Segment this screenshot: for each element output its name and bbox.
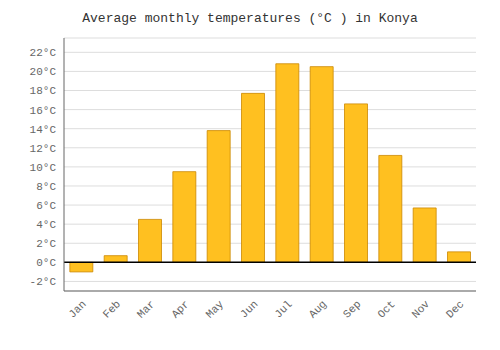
svg-text:14°C: 14°C	[30, 124, 57, 136]
svg-text:Aug: Aug	[307, 298, 329, 320]
svg-text:Mar: Mar	[135, 298, 157, 320]
svg-text:Jul: Jul	[272, 298, 294, 320]
svg-text:Jun: Jun	[238, 298, 260, 320]
svg-text:Jan: Jan	[66, 298, 88, 320]
svg-text:Apr: Apr	[169, 298, 191, 320]
svg-text:16°C: 16°C	[30, 105, 57, 117]
svg-text:4°C: 4°C	[36, 219, 56, 231]
svg-text:6°C: 6°C	[36, 200, 56, 212]
svg-text:22°C: 22°C	[30, 47, 57, 59]
svg-text:18°C: 18°C	[30, 85, 57, 97]
svg-text:8°C: 8°C	[36, 181, 56, 193]
svg-text:2°C: 2°C	[36, 238, 56, 250]
svg-text:Oct: Oct	[375, 298, 397, 320]
html-text:Average monthly temperatures (: Average monthly temperatures (°C ) in Ko…	[82, 11, 418, 26]
svg-text:10°C: 10°C	[30, 162, 57, 174]
svg-text:Feb: Feb	[101, 298, 123, 320]
svg-text:12°C: 12°C	[30, 143, 57, 155]
svg-text:-2°C: -2°C	[30, 276, 57, 288]
svg-text:May: May	[204, 298, 227, 321]
svg-text:Nov: Nov	[410, 298, 433, 321]
svg-text:Dec: Dec	[444, 298, 466, 320]
svg-text:0°C: 0°C	[36, 257, 56, 269]
svg-text:Sep: Sep	[341, 298, 363, 320]
svg-text:20°C: 20°C	[30, 66, 57, 78]
